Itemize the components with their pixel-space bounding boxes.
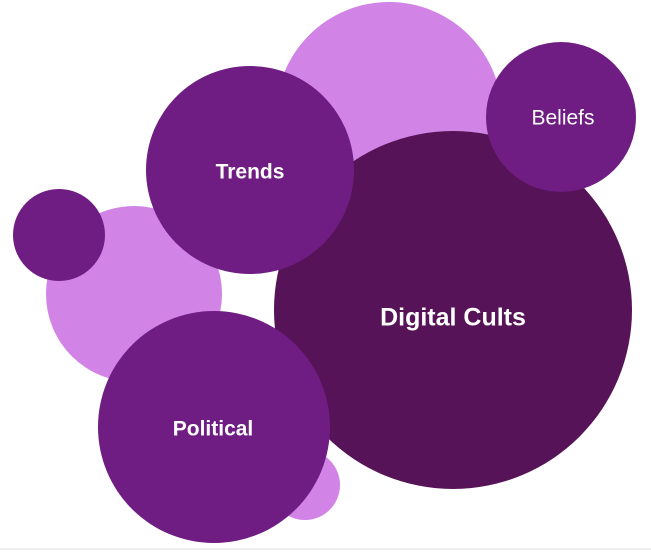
bubble-trends <box>146 66 354 274</box>
bubble-beliefs <box>486 42 636 192</box>
digital-cults-label: Digital Cults <box>380 303 526 332</box>
bubble-political <box>98 311 330 543</box>
beliefs-label: Beliefs <box>531 106 595 130</box>
political-label: Political <box>172 417 254 441</box>
bottom-divider <box>0 548 651 550</box>
trends-label: Trends <box>215 160 285 184</box>
bubble-small-left <box>13 189 105 281</box>
